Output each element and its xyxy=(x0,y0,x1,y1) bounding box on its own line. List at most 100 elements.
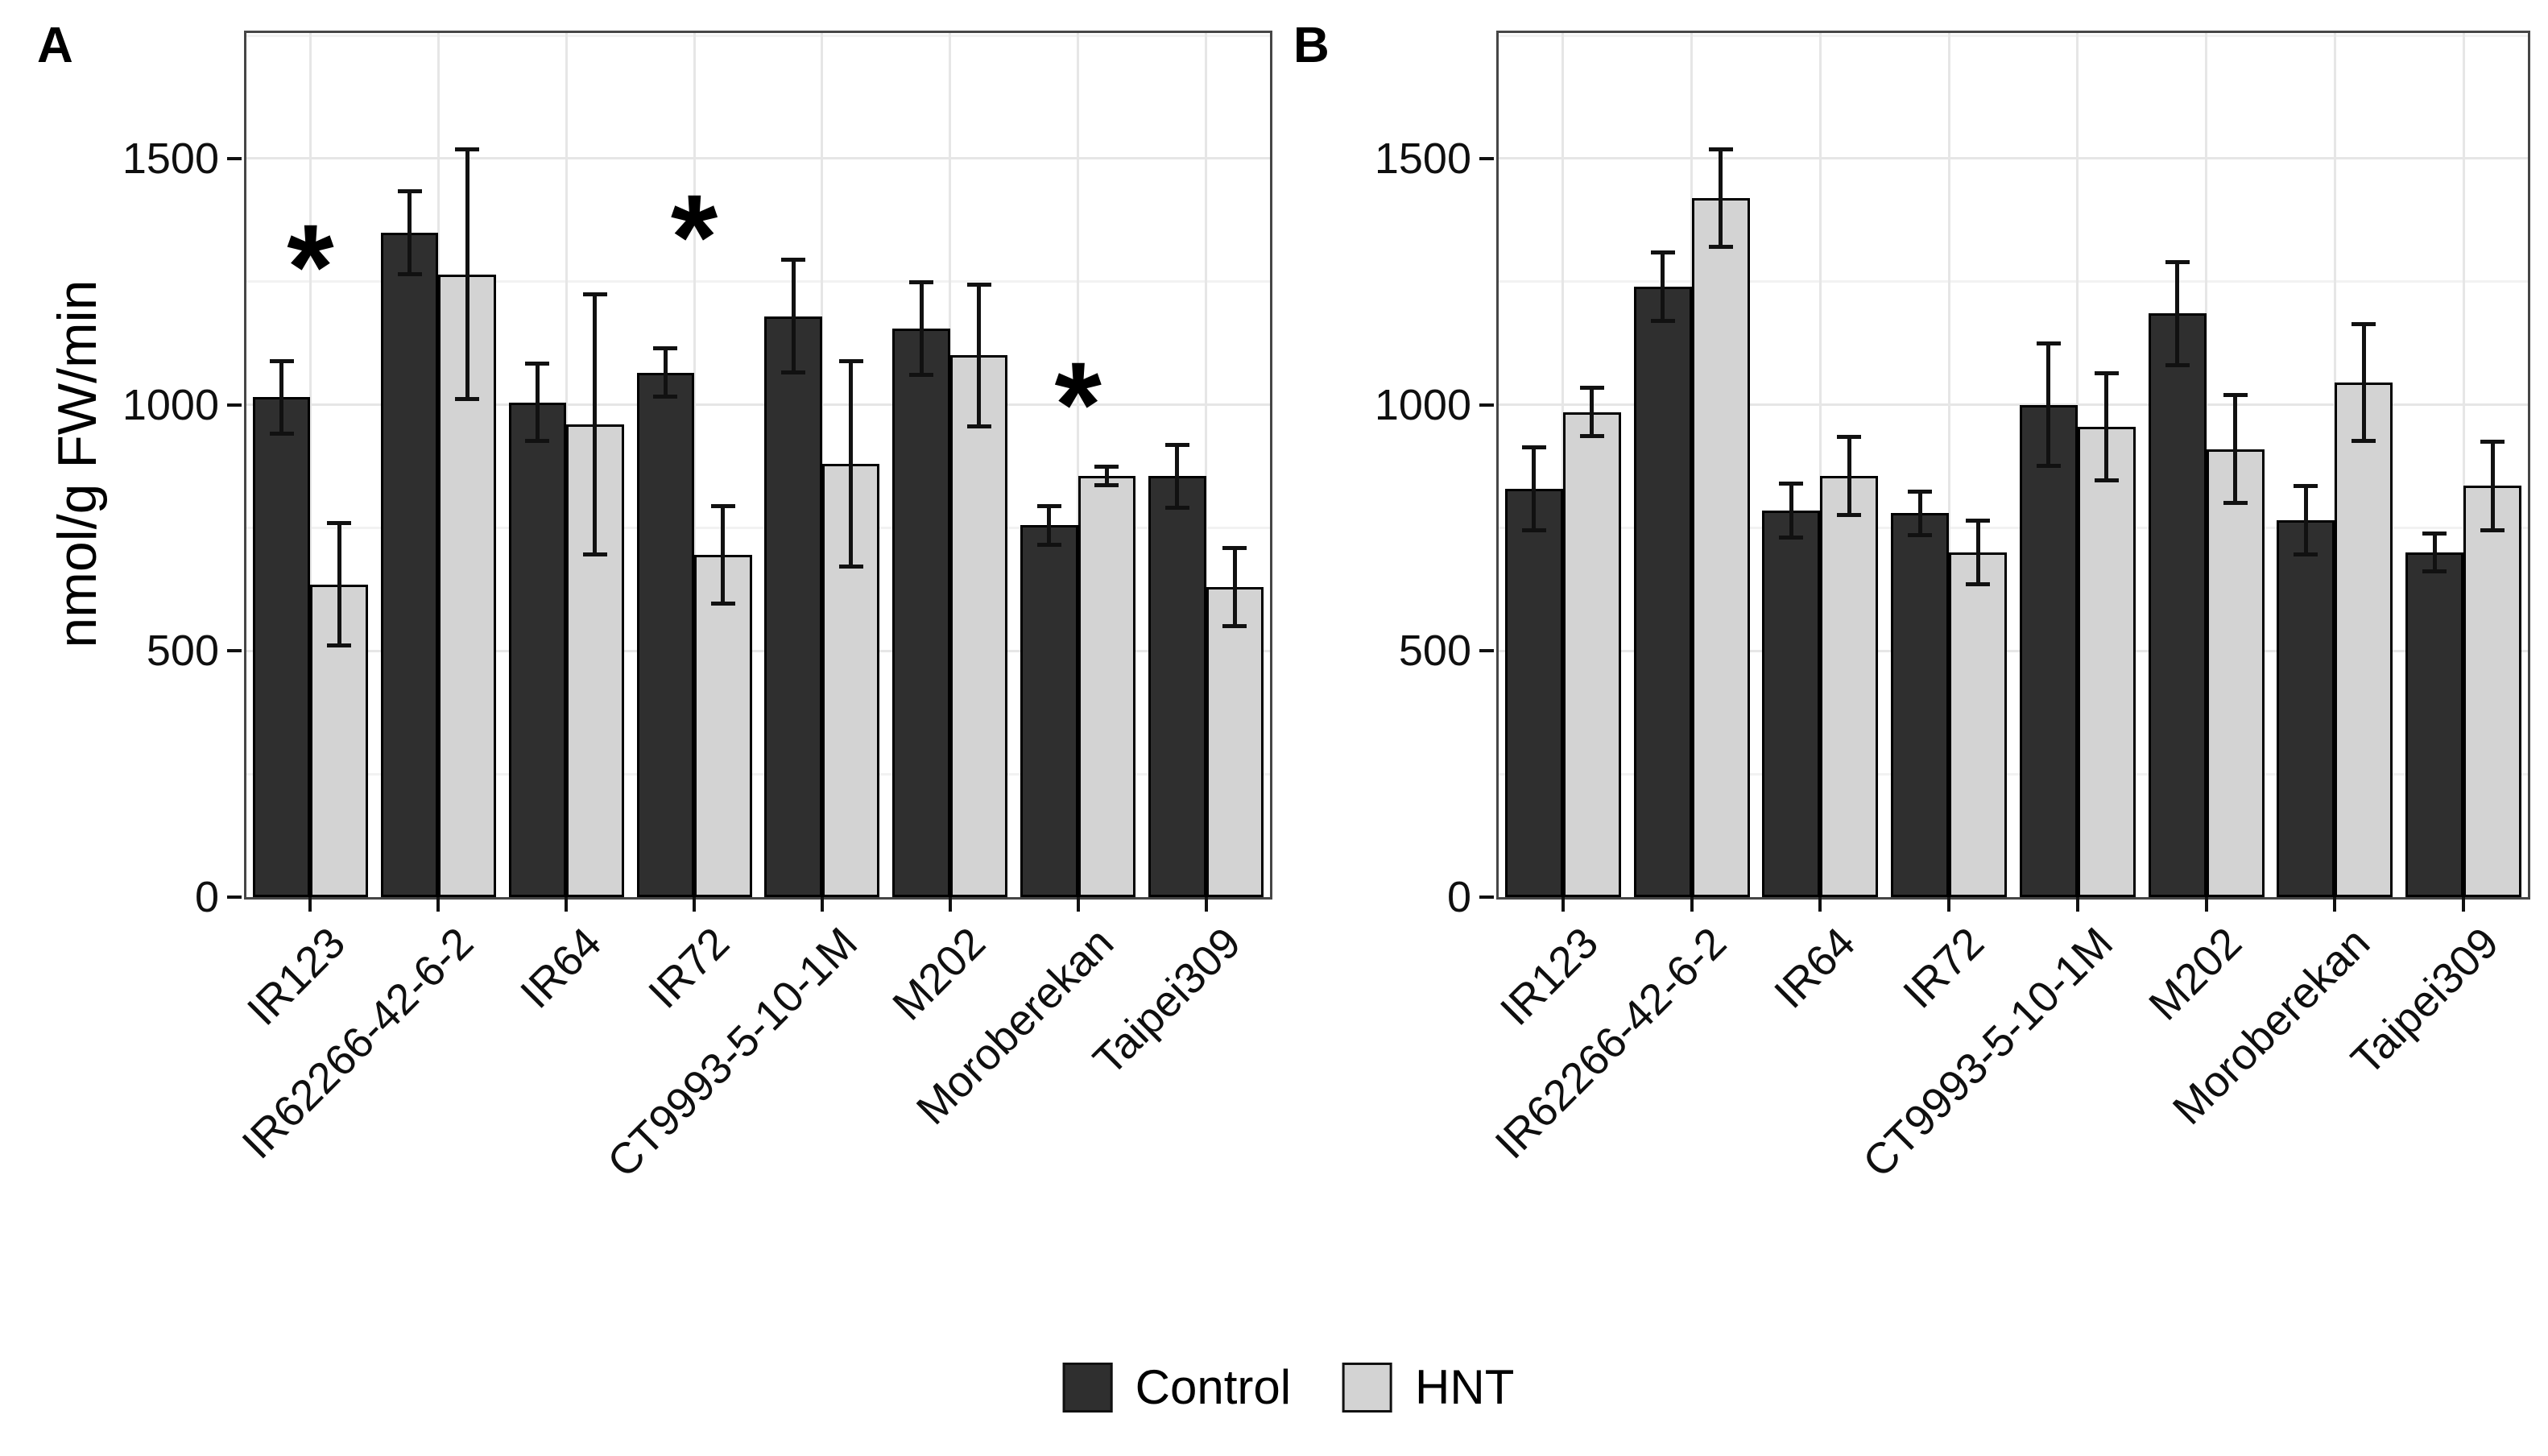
error-bar-control-taipei309 xyxy=(2432,532,2437,573)
error-bar-control-m202 xyxy=(2175,262,2180,366)
error-bar-hnt-ir62266-42-6-2 xyxy=(1719,148,1723,247)
error-cap-top xyxy=(1837,435,1862,440)
bar-control-m202 xyxy=(892,328,950,897)
y-tick-mark xyxy=(227,156,242,160)
error-bar-control-ir62266-42-6-2 xyxy=(1661,252,1665,321)
error-bar-control-moroberekan xyxy=(2303,486,2308,556)
gridline-vertical xyxy=(308,33,312,897)
gridline-minor xyxy=(246,526,1270,529)
bar-control-ir62266-42-6-2 xyxy=(1633,286,1692,897)
error-cap-bottom xyxy=(966,424,991,429)
error-bar-hnt-taipei309 xyxy=(1232,547,1237,627)
bar-hnt-ct9993-5-10-1m xyxy=(2077,427,2136,897)
error-bar-control-taipei309 xyxy=(1175,444,1180,508)
error-cap-bottom xyxy=(1650,318,1675,323)
gridline-major xyxy=(1499,403,2528,407)
error-cap-bottom xyxy=(2294,552,2318,557)
error-bar-control-ct9993-5-10-1m xyxy=(2046,343,2051,467)
x-tick-label-ir62266-42-6-2: IR62266-42-6-2 xyxy=(1486,918,1736,1169)
gridline-minor xyxy=(1499,772,2528,776)
error-cap-bottom xyxy=(2165,362,2190,367)
error-cap-bottom xyxy=(1036,542,1061,547)
bar-hnt-taipei309 xyxy=(1206,586,1264,897)
error-bar-hnt-ir123 xyxy=(337,523,341,647)
x-tick-mark xyxy=(565,897,569,912)
panel-a-letter: A xyxy=(37,18,73,73)
error-cap-top xyxy=(2294,484,2318,489)
gridline-minor xyxy=(246,772,1270,776)
bar-hnt-moroberekan xyxy=(1078,476,1136,897)
x-tick-mark xyxy=(1690,897,1694,912)
gridline-minor xyxy=(1499,34,2528,37)
x-tick-label-ir72: IR72 xyxy=(1894,918,1994,1018)
error-bar-control-moroberekan xyxy=(1047,505,1052,545)
error-cap-top xyxy=(2036,341,2061,346)
error-cap-bottom xyxy=(653,395,678,399)
x-tick-mark xyxy=(1204,897,1208,912)
legend: Control HNT xyxy=(1062,1360,1515,1414)
bar-control-m202 xyxy=(2148,313,2207,897)
gridline-vertical xyxy=(1077,33,1080,897)
bar-control-ir64 xyxy=(508,402,567,897)
error-cap-bottom xyxy=(1094,483,1119,488)
bar-control-ir72 xyxy=(636,372,695,897)
error-cap-bottom xyxy=(1908,532,1933,537)
error-cap-bottom xyxy=(838,565,863,569)
error-cap-top xyxy=(582,292,607,297)
legend-label-hnt: HNT xyxy=(1415,1360,1515,1414)
x-tick-label-m202: M202 xyxy=(883,918,995,1030)
bar-hnt-moroberekan xyxy=(2335,383,2393,897)
error-cap-bottom xyxy=(1779,535,1804,540)
bar-hnt-ir62266-42-6-2 xyxy=(1691,197,1750,897)
error-cap-bottom xyxy=(2223,500,2248,505)
error-cap-top xyxy=(269,358,294,363)
y-tick-mark xyxy=(1479,403,1494,407)
error-bar-hnt-ct9993-5-10-1m xyxy=(849,360,854,568)
bar-control-moroberekan xyxy=(2277,520,2335,897)
gridline-vertical xyxy=(2462,33,2465,897)
y-tick-label: 1500 xyxy=(1374,134,1471,183)
error-bar-control-ir123 xyxy=(1532,446,1537,531)
error-cap-top xyxy=(1579,386,1604,391)
error-cap-top xyxy=(525,361,550,366)
error-cap-top xyxy=(2165,260,2190,265)
significance-asterisk-ir123: * xyxy=(287,199,334,334)
error-cap-bottom xyxy=(397,271,422,276)
error-bar-hnt-ir123 xyxy=(1590,387,1595,437)
error-bar-control-ir72 xyxy=(663,348,668,398)
error-cap-bottom xyxy=(1837,513,1862,518)
error-cap-top xyxy=(2480,440,2505,445)
gridline-major xyxy=(246,403,1270,407)
y-tick-mark xyxy=(1479,156,1494,160)
error-bar-control-ir72 xyxy=(1917,490,1922,536)
x-tick-mark xyxy=(2204,897,2208,912)
error-cap-top xyxy=(1708,147,1733,151)
error-cap-bottom xyxy=(1521,527,1546,532)
error-cap-top xyxy=(781,258,806,263)
error-cap-bottom xyxy=(525,439,550,444)
y-tick-mark xyxy=(1479,649,1494,653)
panel-b-letter: B xyxy=(1293,18,1330,73)
gridline-vertical xyxy=(693,33,696,897)
error-cap-top xyxy=(2352,321,2376,326)
bar-hnt-m202 xyxy=(2206,449,2265,897)
gridline-vertical xyxy=(1205,33,1208,897)
error-cap-top xyxy=(653,346,678,351)
error-cap-top xyxy=(1094,465,1119,469)
panel-a-plot: * * * 0 500 1000 1500 IR123 IR62266-42-6-2 IR64 IR… xyxy=(122,31,1272,1187)
x-tick-label-ir64: IR64 xyxy=(511,918,611,1018)
error-cap-bottom xyxy=(269,432,294,436)
error-bar-hnt-ir72 xyxy=(721,505,726,605)
y-tick-mark xyxy=(227,649,242,653)
y-axis-title: nmol/g FW/min xyxy=(47,279,108,648)
x-tick-mark xyxy=(436,897,441,912)
error-cap-bottom xyxy=(1966,581,1991,586)
error-bar-control-ct9993-5-10-1m xyxy=(791,259,796,373)
y-tick-label: 1000 xyxy=(1374,380,1471,429)
gridline-vertical xyxy=(1947,33,1950,897)
x-tick-label-ir64: IR64 xyxy=(1765,918,1865,1018)
error-cap-bottom xyxy=(909,372,934,377)
error-bar-hnt-moroberekan xyxy=(2361,323,2366,442)
x-tick-label-ct9993-5-10-1m: CT9993-5-10-1M xyxy=(1853,918,2122,1187)
bar-hnt-m202 xyxy=(949,355,1008,897)
